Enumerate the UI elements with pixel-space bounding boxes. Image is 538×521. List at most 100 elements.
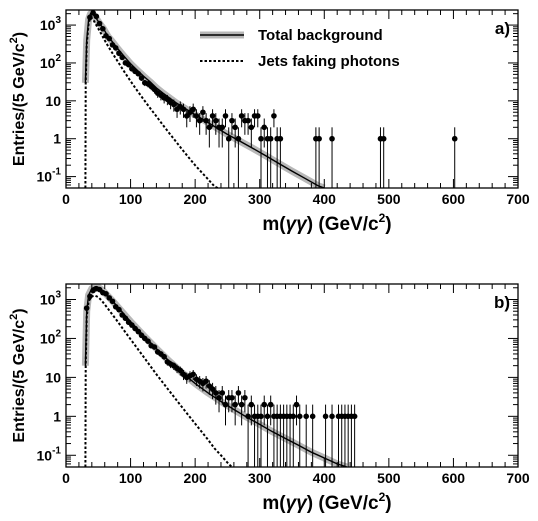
data-point — [138, 75, 145, 81]
jets-faking-photons-line — [84, 294, 233, 467]
data-point — [322, 413, 329, 420]
legend-entry-label: Jets faking photons — [258, 53, 400, 70]
data-point — [83, 305, 90, 311]
data-point — [258, 135, 264, 142]
data-point — [329, 135, 335, 142]
data-point — [351, 413, 358, 420]
x-tick-label: 500 — [377, 470, 401, 486]
data-point — [267, 401, 274, 408]
data-point — [203, 378, 209, 384]
x-axis-label: m(γγ) (GeV/c2) — [262, 211, 391, 235]
data-point — [209, 386, 216, 392]
data-point — [200, 109, 206, 116]
data-point — [119, 54, 125, 61]
x-tick-label: 300 — [248, 191, 272, 207]
data-point — [112, 45, 119, 51]
y-axis-label: Entries/(5 GeV/c2) — [8, 32, 28, 166]
jets-faking-photons-line — [84, 15, 219, 188]
data-point — [380, 135, 387, 142]
x-tick-label: 600 — [442, 470, 466, 486]
data-point — [451, 135, 458, 142]
data-point — [171, 101, 177, 108]
data-point — [87, 293, 93, 300]
panel-b: 0 100 200 300 400 500 600 700 10-1 1 10 102 103 b) m(γ… — [8, 283, 530, 514]
y-tick-label: 102 — [40, 53, 62, 71]
data-point — [267, 135, 274, 142]
data-point — [196, 117, 203, 124]
x-tick-label: 0 — [62, 470, 70, 486]
data-point — [225, 135, 232, 142]
data-point — [216, 394, 222, 401]
y-tick-label: 1 — [53, 408, 61, 424]
data-point — [190, 106, 197, 113]
y-tick-label: 10-1 — [37, 167, 62, 185]
data-point — [206, 124, 213, 131]
data-point — [93, 13, 100, 20]
x-tick-label: 200 — [183, 191, 207, 207]
data-point — [135, 70, 142, 77]
data-point — [161, 353, 167, 360]
data-point — [177, 367, 184, 374]
data-point — [261, 124, 268, 131]
data-point — [296, 413, 303, 420]
data-point — [116, 50, 122, 57]
data-point — [209, 113, 216, 119]
y-tick-label: 10-1 — [37, 445, 62, 463]
data-point — [116, 306, 122, 313]
data-point — [180, 106, 187, 113]
data-point — [232, 124, 238, 131]
data-point — [151, 344, 158, 350]
x-tick-label: 400 — [313, 191, 337, 207]
data-point — [193, 113, 200, 119]
data-point — [219, 390, 226, 396]
data-point — [238, 113, 245, 119]
data-point — [222, 401, 229, 408]
x-tick-label: 100 — [119, 191, 143, 207]
data-point — [103, 291, 109, 297]
data-point — [261, 401, 268, 408]
panel-a: 0 100 200 300 400 500 600 700 10-1 1 10 102 103 a) Tot… — [8, 9, 530, 235]
data-point — [245, 117, 251, 124]
x-tick-label: 300 — [248, 470, 272, 486]
data-point — [271, 113, 277, 119]
data-point — [96, 20, 103, 27]
y-tick-label: 10 — [45, 93, 61, 109]
data-point — [229, 117, 235, 124]
data-point — [135, 328, 142, 335]
y-axis-label: Entries/(5 GeV/c2) — [8, 308, 28, 442]
data-point — [109, 298, 116, 305]
data-point — [264, 413, 271, 420]
data-point — [329, 413, 335, 420]
data-point — [219, 124, 226, 131]
data-point — [203, 117, 209, 124]
data-point — [213, 117, 219, 124]
data-point — [290, 413, 297, 420]
data-point — [122, 315, 129, 322]
data-point — [125, 61, 132, 68]
data-point — [235, 135, 242, 142]
plot-area — [81, 10, 458, 188]
data-point — [277, 135, 284, 142]
data-point — [229, 394, 235, 401]
data-point — [222, 113, 229, 119]
legend-entry-label: Total background — [258, 27, 383, 44]
data-point — [100, 25, 106, 32]
data-point — [316, 135, 322, 142]
data-point — [245, 413, 251, 420]
data-point — [248, 124, 255, 131]
x-tick-label: 100 — [119, 470, 143, 486]
plot-frame — [65, 283, 519, 468]
y-tick-label: 1 — [53, 131, 61, 147]
x-tick-label: 400 — [313, 470, 337, 486]
data-point — [145, 338, 151, 344]
y-tick-label: 10 — [45, 369, 61, 385]
data-point — [87, 14, 93, 21]
panel-label: a) — [495, 19, 510, 38]
data-point — [213, 390, 219, 396]
data-point — [238, 401, 245, 408]
data-point — [293, 401, 300, 408]
x-tick-label: 700 — [506, 470, 530, 486]
y-tick-label: 103 — [40, 15, 62, 33]
plot-area — [81, 284, 358, 467]
